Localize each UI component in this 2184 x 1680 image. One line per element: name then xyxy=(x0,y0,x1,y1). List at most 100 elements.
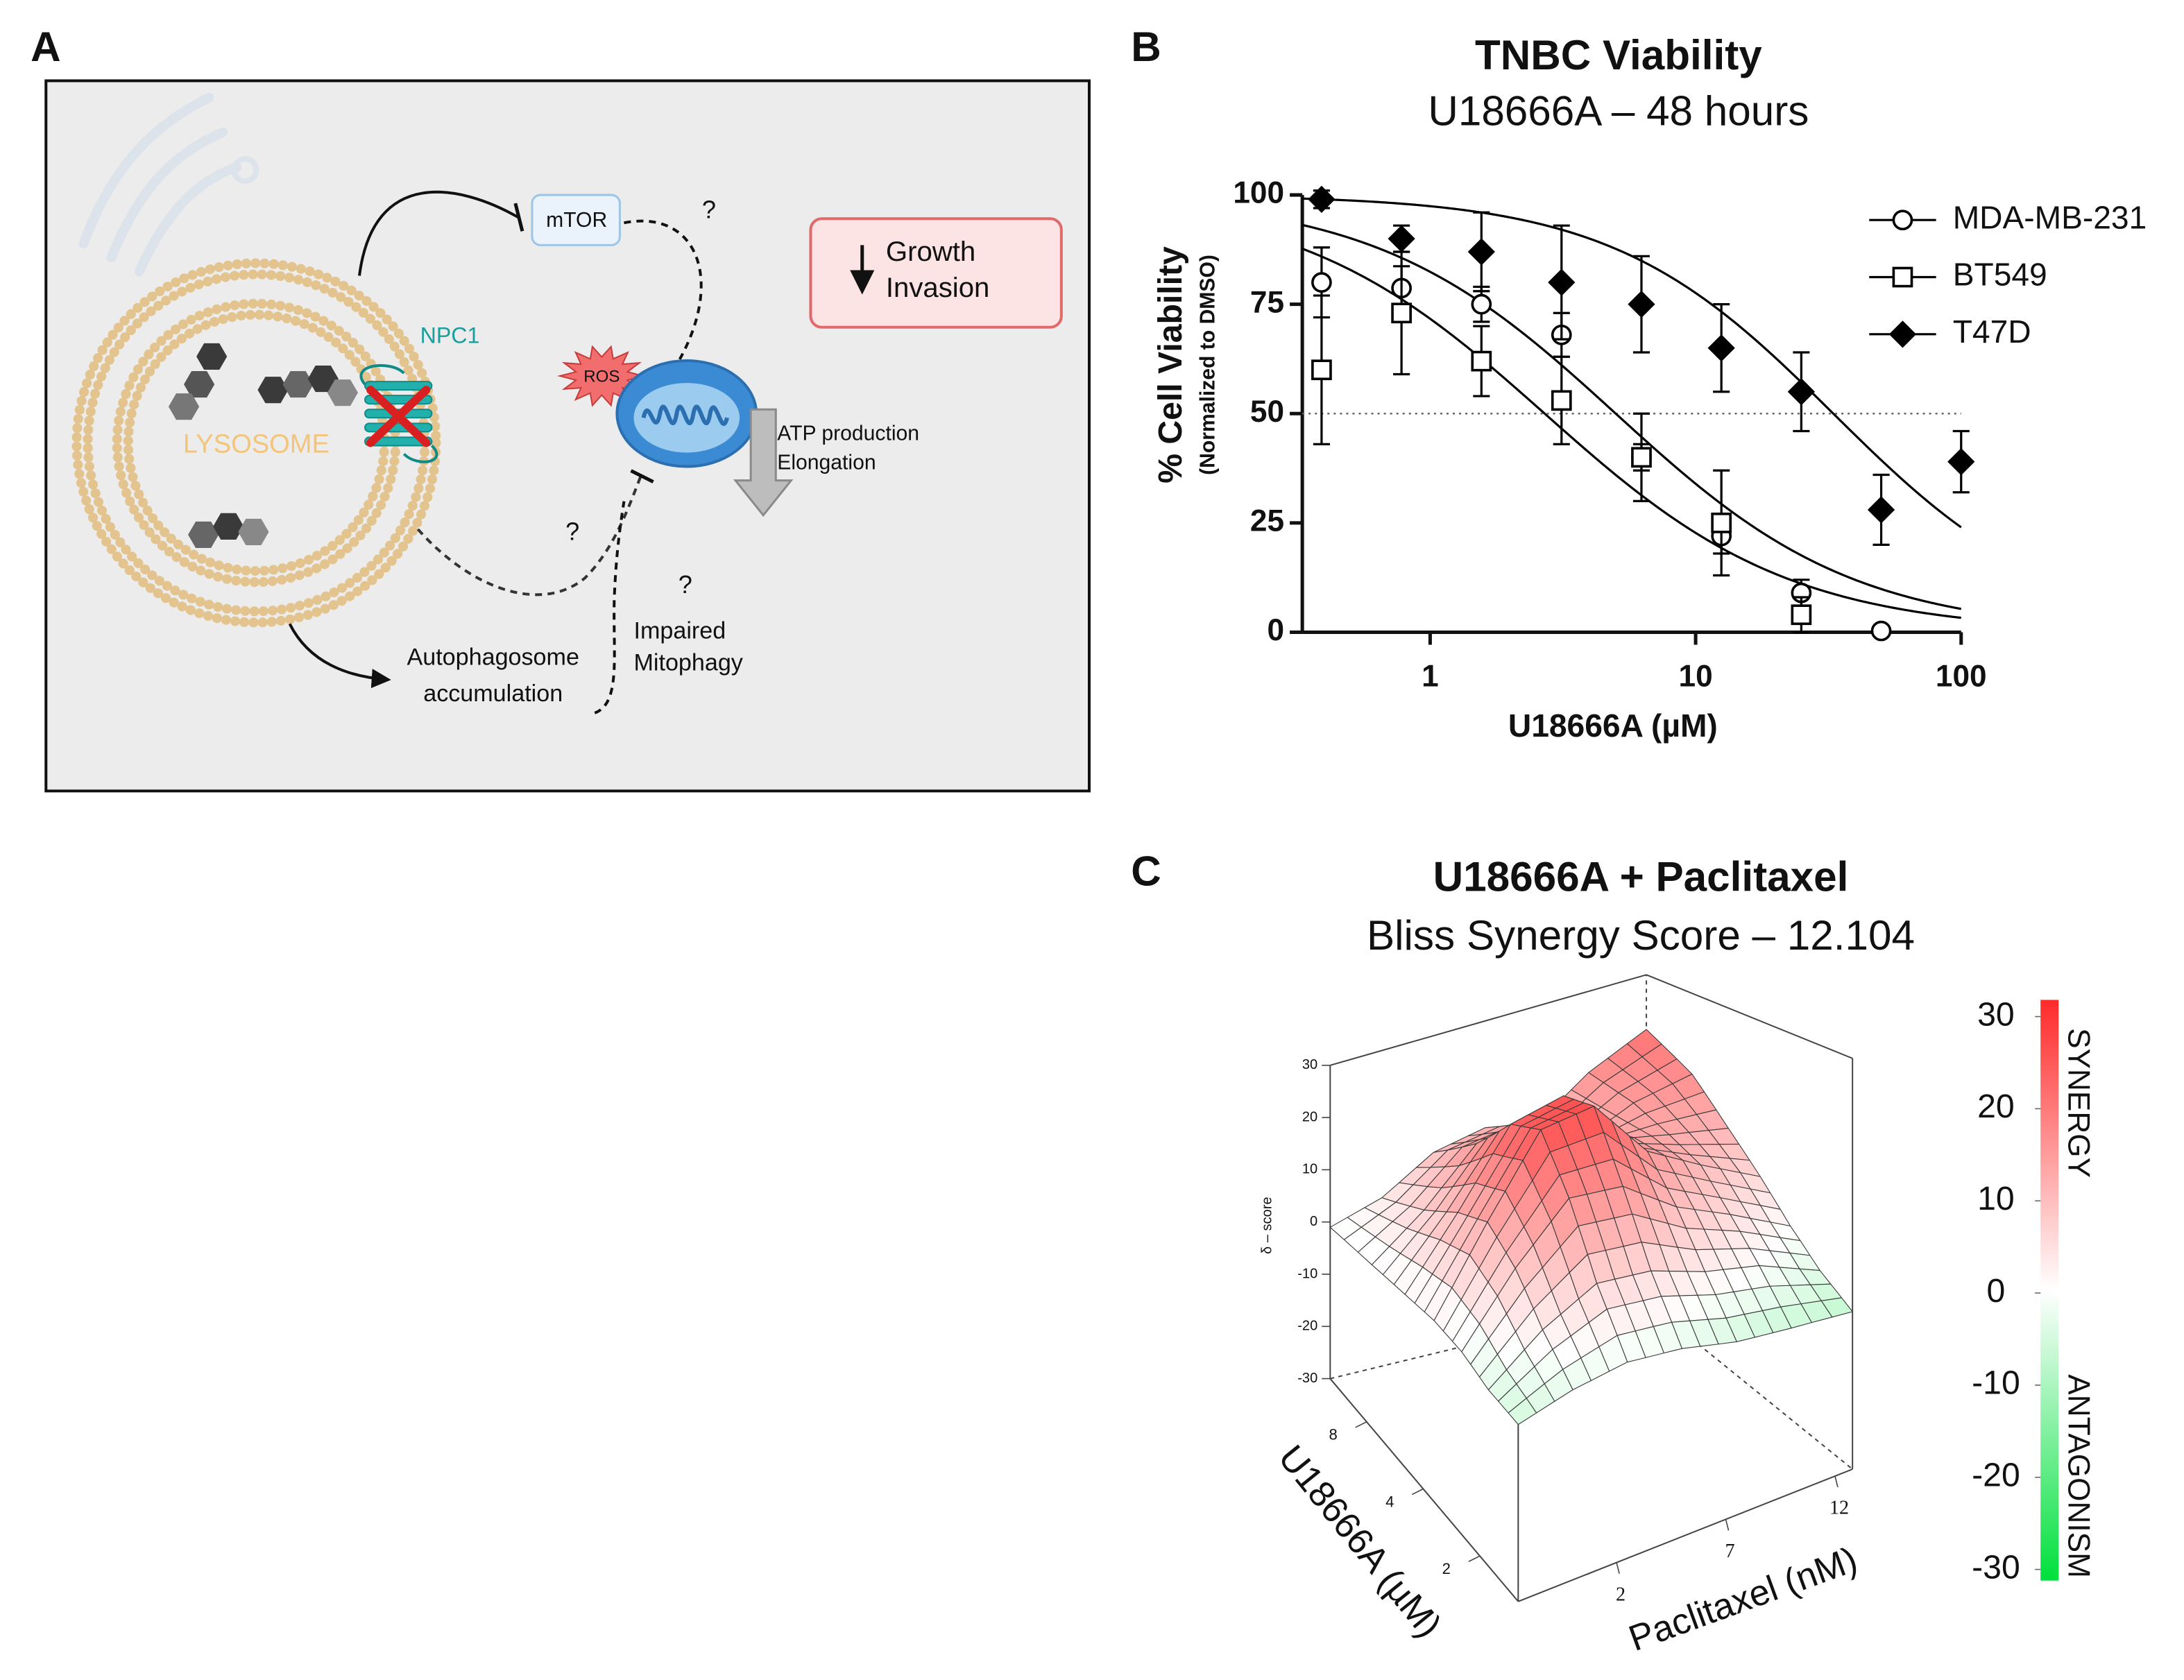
surface-cell xyxy=(1461,1267,1544,1391)
z-tick-label: -20 xyxy=(1297,1319,1317,1334)
marker xyxy=(1947,447,1975,476)
lysosome-label: LYSOSOME xyxy=(183,429,330,459)
surface-cell xyxy=(1515,1197,1598,1330)
z-tick-label: 10 xyxy=(1302,1162,1317,1177)
surface-cell xyxy=(1633,1073,1729,1135)
z-tick-label: 30 xyxy=(1302,1057,1317,1072)
colorbar-label: SYNERGY xyxy=(2062,1028,2096,1178)
marker xyxy=(1628,291,1655,318)
x-tick-label: 1 xyxy=(1422,659,1439,693)
mitophagy-label: Impaired xyxy=(633,617,726,644)
colorbar-tick-label: 20 xyxy=(1977,1088,2015,1125)
x-tick xyxy=(1616,1562,1620,1574)
z-axis-label: δ – score xyxy=(1259,1197,1274,1254)
y-tick-label: 50 xyxy=(1250,395,1284,429)
x-axis-label: U18666A (µM) xyxy=(1508,708,1718,744)
y-tick-label: 100 xyxy=(1233,176,1284,210)
x-tick-label: 7 xyxy=(1725,1541,1735,1562)
y-axis-label: % Cell Viability xyxy=(1152,246,1189,483)
surface-cell xyxy=(1433,1222,1516,1353)
panel-label: B xyxy=(1131,23,1161,70)
colorbar-tick-label: 30 xyxy=(1977,995,2015,1033)
atp-label: ATP production xyxy=(777,422,919,445)
chart-subtitle: U18666A – 48 hours xyxy=(1428,87,1809,135)
surface-cell xyxy=(1433,1122,1530,1153)
y-tick-label: 75 xyxy=(1250,285,1284,319)
y-axis-note: (Normalized to DMSO) xyxy=(1197,255,1220,475)
dashed-link xyxy=(416,475,642,597)
marker xyxy=(1548,268,1576,296)
panel-label: C xyxy=(1131,848,1161,895)
y-tick xyxy=(1355,1421,1367,1428)
surface-cell xyxy=(1650,1270,1737,1349)
inhibition-bar xyxy=(513,203,524,232)
surface-cell xyxy=(1487,1329,1573,1425)
box-edge xyxy=(1517,1468,1853,1602)
diagram: NPC1 LYSOSOME mTOR ? ROS ATP production … xyxy=(44,79,1091,793)
marker xyxy=(1467,238,1495,266)
x-axis-label: Paclitaxel (nM) xyxy=(1623,1539,1862,1659)
atp-label: Elongation xyxy=(777,451,876,474)
inhibition-bar xyxy=(630,469,654,483)
marker xyxy=(1707,334,1735,362)
panel-label: A xyxy=(31,23,60,70)
x-tick xyxy=(1834,1475,1839,1488)
y-axis-label: U18666A (µM) xyxy=(1270,1438,1449,1645)
ros-label: ROS xyxy=(583,367,620,386)
surface-cell xyxy=(1676,1206,1760,1272)
outcome-box xyxy=(809,217,1063,329)
legend-label: MDA-MB-231 xyxy=(1953,199,2147,235)
legend-label: BT549 xyxy=(1953,257,2047,293)
z-tick-label: -30 xyxy=(1297,1371,1317,1386)
colorbar-label: ANTAGONISM xyxy=(2062,1374,2096,1578)
decrease-arrow xyxy=(733,408,794,517)
golgi xyxy=(78,92,259,277)
surface-cell xyxy=(1424,1124,1512,1213)
marker xyxy=(1391,302,1412,324)
dashed-link xyxy=(624,219,703,360)
y-tick xyxy=(1412,1488,1424,1495)
question: ? xyxy=(679,570,692,599)
mtor-label: mTOR xyxy=(546,209,607,232)
surface-cell xyxy=(1540,1106,1623,1199)
y-tick xyxy=(1468,1555,1481,1562)
question: ? xyxy=(702,196,716,224)
marker xyxy=(1791,604,1812,626)
colorbar-tick-label: -30 xyxy=(1972,1548,2020,1586)
surface-cell xyxy=(1542,1283,1628,1391)
chart-title: U18666A + Paclitaxel xyxy=(1433,853,1849,900)
mitophagy-label: Mitophagy xyxy=(633,650,742,676)
colorbar-tick-label: 0 xyxy=(1987,1272,2006,1310)
surface-cell xyxy=(1329,1197,1425,1265)
synergy-chart: U18666A + Paclitaxel Bliss Synergy Score… xyxy=(1259,853,2095,1659)
surface-cell xyxy=(1593,1106,1678,1208)
outcome-label: Invasion xyxy=(886,272,990,303)
npc1-label: NPC1 xyxy=(420,323,480,348)
surface-cell xyxy=(1622,1185,1706,1272)
marker xyxy=(1892,266,1913,288)
marker xyxy=(1711,513,1732,533)
x-tick-label: 100 xyxy=(1936,659,1987,693)
z-tick-label: 20 xyxy=(1302,1109,1317,1124)
y-tick-label: 4 xyxy=(1385,1493,1394,1510)
fit-curve xyxy=(1302,248,1961,619)
marker xyxy=(1308,185,1336,213)
marker xyxy=(1892,209,1913,231)
z-tick-label: 0 xyxy=(1310,1214,1317,1229)
marker xyxy=(1867,496,1895,524)
marker xyxy=(1870,620,1892,642)
surface-cell xyxy=(1596,1270,1682,1363)
marker xyxy=(1631,447,1652,468)
colorbar xyxy=(2040,1000,2059,1581)
surface-cell xyxy=(1510,1095,1595,1131)
marker xyxy=(1787,378,1815,406)
chart-subtitle: Bliss Synergy Score – 12.104 xyxy=(1367,911,1915,959)
surface-cell xyxy=(1588,1029,1693,1104)
mtor-box xyxy=(531,194,621,246)
surface-cell xyxy=(1646,1151,1731,1215)
question: ? xyxy=(565,517,579,545)
y-tick-label: 25 xyxy=(1250,504,1284,538)
legend-label: T47D xyxy=(1953,314,2031,350)
marker xyxy=(1311,359,1332,381)
